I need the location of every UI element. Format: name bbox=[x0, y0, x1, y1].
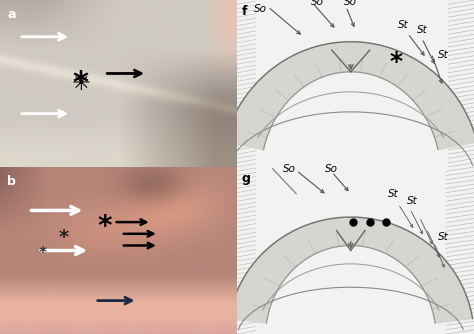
Text: St: St bbox=[417, 25, 427, 35]
Text: g: g bbox=[242, 172, 251, 185]
Text: St: St bbox=[438, 232, 448, 242]
Text: So: So bbox=[311, 0, 324, 7]
Text: So: So bbox=[344, 0, 357, 7]
Text: St: St bbox=[398, 20, 408, 30]
Text: St: St bbox=[388, 189, 399, 199]
Text: St: St bbox=[407, 196, 418, 206]
Polygon shape bbox=[225, 42, 474, 150]
Text: a: a bbox=[7, 8, 16, 21]
Polygon shape bbox=[229, 217, 473, 323]
Text: So: So bbox=[325, 164, 338, 174]
Text: *: * bbox=[389, 50, 402, 74]
Text: $\mathbf{✳}$: $\mathbf{✳}$ bbox=[71, 73, 91, 94]
Text: *: * bbox=[39, 246, 46, 261]
Text: *: * bbox=[73, 69, 89, 98]
Text: f: f bbox=[242, 5, 247, 18]
Text: So: So bbox=[254, 4, 267, 14]
Text: *: * bbox=[97, 213, 111, 241]
Text: So: So bbox=[283, 164, 296, 174]
Text: St: St bbox=[438, 50, 448, 60]
Text: b: b bbox=[7, 175, 16, 188]
Text: *: * bbox=[59, 228, 69, 246]
